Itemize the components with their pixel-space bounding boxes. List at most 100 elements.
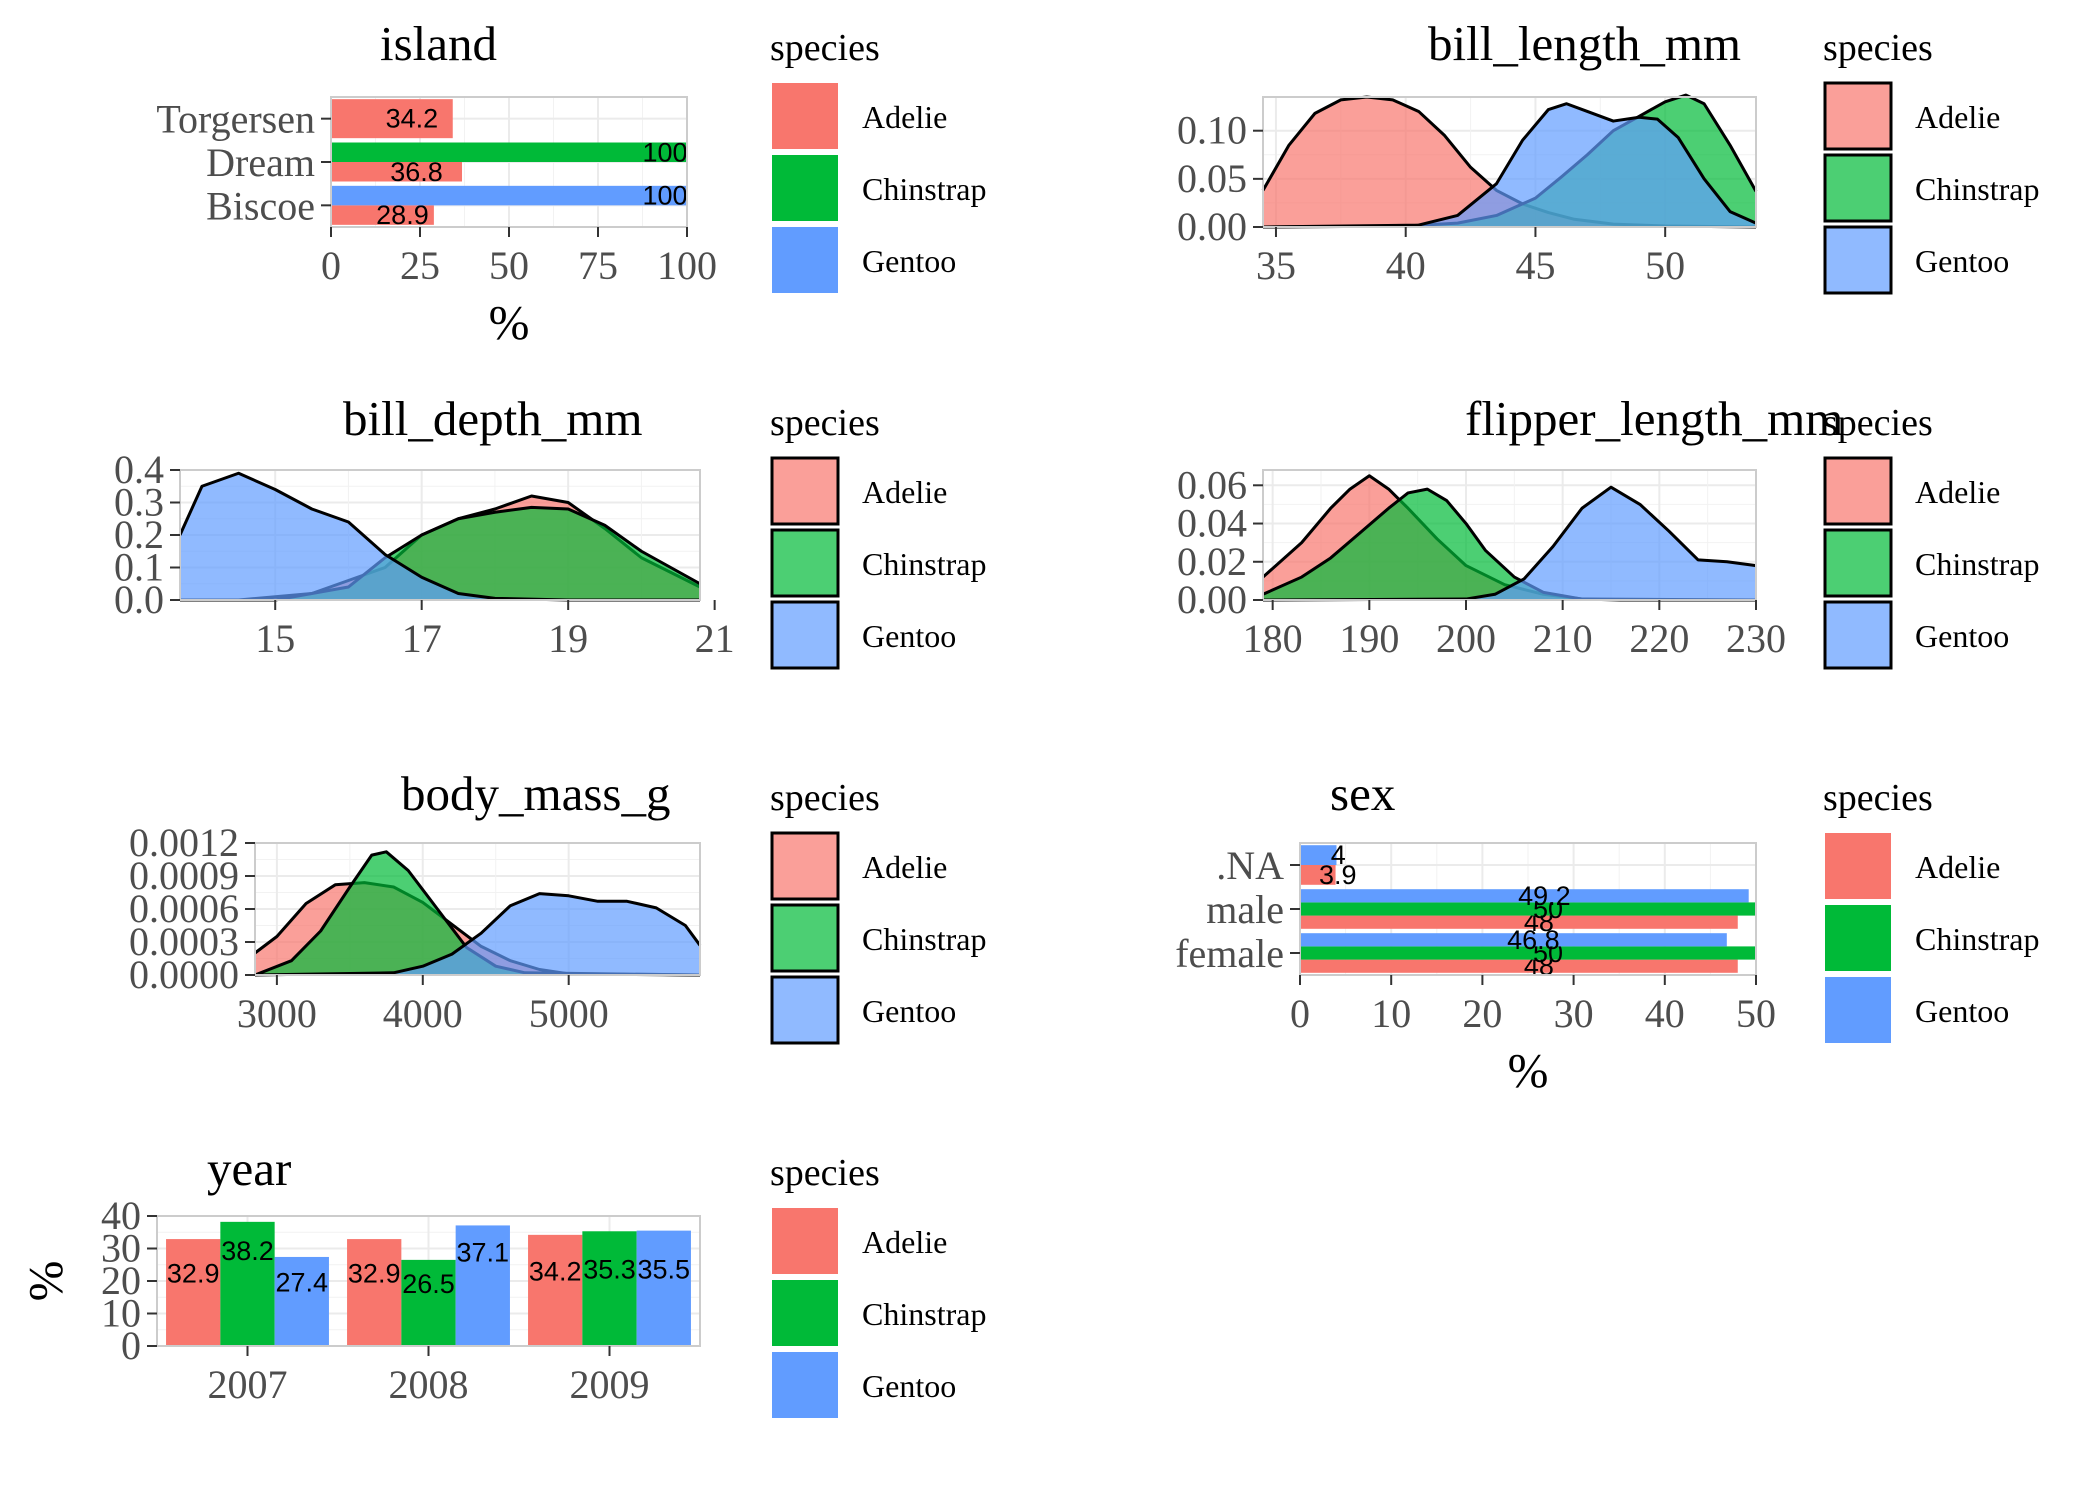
legend-key-gentoo <box>770 975 840 1045</box>
y-tick-label: 0.0006 <box>129 886 239 931</box>
y-tick-label: 0.05 <box>1177 156 1247 201</box>
x-tick-label: 2008 <box>389 1362 469 1407</box>
bar-dream-adelie <box>331 162 463 182</box>
density-area-chinstrap <box>180 507 700 600</box>
data-label-2008-adelie: 32.9 <box>348 1259 401 1289</box>
legend-key-gentoo <box>1825 977 1891 1043</box>
legend-label-gentoo: Gentoo <box>1915 243 2009 279</box>
bar-male-adelie <box>1300 915 1738 929</box>
legend-key-chinstrap <box>770 903 840 973</box>
panel-border <box>1262 96 1757 228</box>
chart-title: island <box>380 16 497 71</box>
panel-border <box>1262 469 1757 601</box>
legend-key-gentoo <box>770 600 840 670</box>
y-tick-label: 0.00 <box>1177 577 1247 622</box>
legend-label-adelie: Adelie <box>1915 849 2000 885</box>
legend-label-gentoo: Gentoo <box>862 243 956 279</box>
legend-key-adelie <box>1823 456 1893 526</box>
legend-label-chinstrap: Chinstrap <box>862 921 986 957</box>
y-tick-label: 0.02 <box>1177 539 1247 584</box>
chart-title: year <box>207 1141 291 1196</box>
legend-key-adelie <box>1823 81 1893 151</box>
data-label-2007-chinstrap: 38.2 <box>221 1236 274 1266</box>
chart-flipper-length-mm: 0.000.020.040.06 180 190 200 210 220 230 flippe… <box>1177 391 1843 661</box>
data-label-na-gentoo: 4 <box>1331 840 1346 870</box>
y-axis-label: % <box>18 1261 73 1302</box>
legend-key-adelie <box>772 1208 838 1274</box>
legend-label-chinstrap: Chinstrap <box>862 1296 986 1332</box>
legend: species Adelie Chinstrap Gentoo <box>1823 27 2039 295</box>
bar-2009-gentoo <box>636 1230 691 1346</box>
legend-label-gentoo: Gentoo <box>1915 993 2009 1029</box>
y-tick-label: 0.0009 <box>129 853 239 898</box>
bar-na-gentoo <box>1300 845 1337 865</box>
density-line-gentoo <box>178 471 700 602</box>
data-label-2008-gentoo: 37.1 <box>457 1238 510 1268</box>
legend-key-adelie <box>1825 833 1891 899</box>
x-tick-label: 40 <box>1386 243 1426 288</box>
legend-title: species <box>770 1152 880 1194</box>
data-label-2008-chinstrap: 26.5 <box>402 1269 455 1299</box>
y-tick-label: 20 <box>101 1258 141 1303</box>
x-tick-label: 2009 <box>570 1362 650 1407</box>
y-tick-label: 10 <box>101 1291 141 1336</box>
y-tick-label: Dream <box>206 140 315 185</box>
bar-biscoe-gentoo <box>331 185 687 206</box>
legend-title: species <box>1823 777 1933 819</box>
legend-key-chinstrap <box>772 1280 838 1346</box>
chart-title: flipper_length_mm <box>1465 391 1843 446</box>
x-tick-label: 75 <box>578 243 618 288</box>
legend-title: species <box>770 27 880 69</box>
bar-2007-chinstrap <box>220 1221 275 1346</box>
bar-na-adelie <box>1300 865 1336 885</box>
y-tick-label: Torgersen <box>156 97 315 142</box>
legend-title: species <box>770 777 880 819</box>
legend-title: species <box>770 402 880 444</box>
y-tick-label: male <box>1206 887 1284 932</box>
bar-male-chinstrap <box>1300 902 1756 916</box>
legend-title: species <box>1823 27 1933 69</box>
x-tick-label: 50 <box>1645 243 1685 288</box>
data-label-2009-gentoo: 35.5 <box>638 1254 691 1284</box>
chart-title: sex <box>1330 766 1395 821</box>
density-line-gentoo <box>254 892 702 977</box>
chart-title: body_mass_g <box>401 766 671 821</box>
legend-label-adelie: Adelie <box>862 1224 947 1260</box>
legend-key-chinstrap <box>770 528 840 598</box>
bar-2008-gentoo <box>455 1225 510 1346</box>
chart-year: 32.938.227.4 32.9 26.537.134.2 35.3 35.50102… <box>18 1141 701 1407</box>
y-tick-label: 0.0003 <box>129 919 239 964</box>
bar-torgersen-adelie <box>331 99 453 139</box>
legend-key-adelie <box>770 831 840 901</box>
y-tick-label: 0.2 <box>114 512 164 557</box>
density-area-gentoo <box>255 893 700 975</box>
y-tick-label: 0 <box>121 1323 141 1368</box>
density-area-gentoo <box>1263 487 1756 600</box>
bar-female-adelie <box>1300 959 1738 973</box>
legend-label-chinstrap: Chinstrap <box>1915 546 2039 582</box>
x-tick-label: 100 <box>657 243 717 288</box>
data-label-2009-chinstrap: 35.3 <box>583 1255 636 1285</box>
chart-title: bill_depth_mm <box>343 391 642 446</box>
x-tick-label: 40 <box>1645 991 1685 1036</box>
x-tick-label: 21 <box>695 616 735 661</box>
legend-label-gentoo: Gentoo <box>862 993 956 1029</box>
x-tick-label: 15 <box>255 616 295 661</box>
x-tick-label: 190 <box>1339 616 1399 661</box>
y-tick-label: 0.06 <box>1177 462 1247 507</box>
y-tick-label: 0.04 <box>1177 501 1247 546</box>
y-tick-label: 0.0 <box>114 577 164 622</box>
legend-key-chinstrap <box>1823 528 1893 598</box>
legend-label-adelie: Adelie <box>862 849 947 885</box>
y-tick-label: 0.00 <box>1177 204 1247 249</box>
x-tick-label: 19 <box>548 616 588 661</box>
x-tick-label: 10 <box>1371 991 1411 1036</box>
legend-label-chinstrap: Chinstrap <box>1915 171 2039 207</box>
data-label-biscoe-gentoo: 100 <box>642 181 687 211</box>
legend-key-chinstrap <box>1823 153 1893 223</box>
data-label-dream-chinstrap: 100 <box>642 137 687 167</box>
